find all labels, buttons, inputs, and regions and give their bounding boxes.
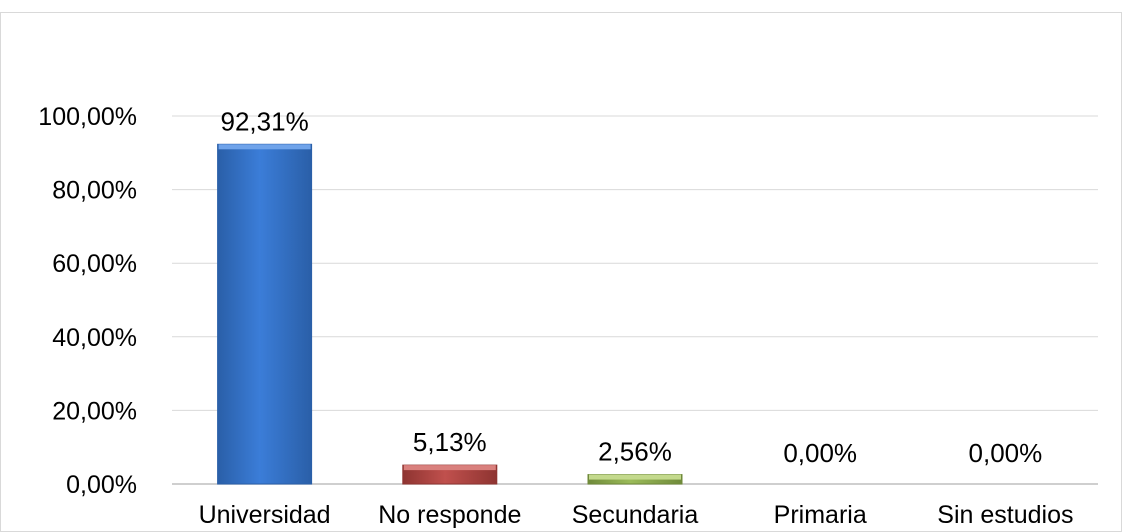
category-labels: Universidad No responde Secundaria Primaria… bbox=[199, 501, 1074, 529]
data-label: 5,13% bbox=[413, 427, 487, 457]
category-label: Primaria bbox=[774, 501, 867, 529]
data-labels: 92,31% 5,13% 2,56% 0,00% 0,00% bbox=[221, 106, 1043, 468]
y-tick-label: 60,00% bbox=[52, 250, 137, 278]
bars bbox=[217, 143, 683, 485]
category-label: Sin estudios bbox=[937, 501, 1073, 529]
y-tick-label: 100,00% bbox=[38, 103, 137, 131]
data-label: 0,00% bbox=[783, 438, 857, 468]
y-tick-label: 40,00% bbox=[52, 324, 137, 352]
category-label: Universidad bbox=[199, 501, 331, 529]
bar-top-bevel bbox=[589, 474, 681, 480]
bar-top-bevel bbox=[218, 144, 311, 150]
bar-top-bevel bbox=[403, 465, 496, 471]
data-label: 2,56% bbox=[598, 437, 672, 467]
category-label: Secundaria bbox=[572, 501, 699, 529]
y-tick-label: 0,00% bbox=[66, 471, 137, 499]
gridlines bbox=[172, 115, 1098, 485]
bar bbox=[217, 143, 313, 485]
y-axis-ticks: 0,00% 20,00% 40,00% 60,00% 80,00% 100,00% bbox=[38, 103, 137, 499]
category-label: No responde bbox=[378, 501, 521, 529]
y-tick-label: 20,00% bbox=[52, 397, 137, 425]
y-tick-label: 80,00% bbox=[52, 177, 137, 205]
data-label: 92,31% bbox=[221, 106, 309, 136]
data-label: 0,00% bbox=[969, 438, 1043, 468]
